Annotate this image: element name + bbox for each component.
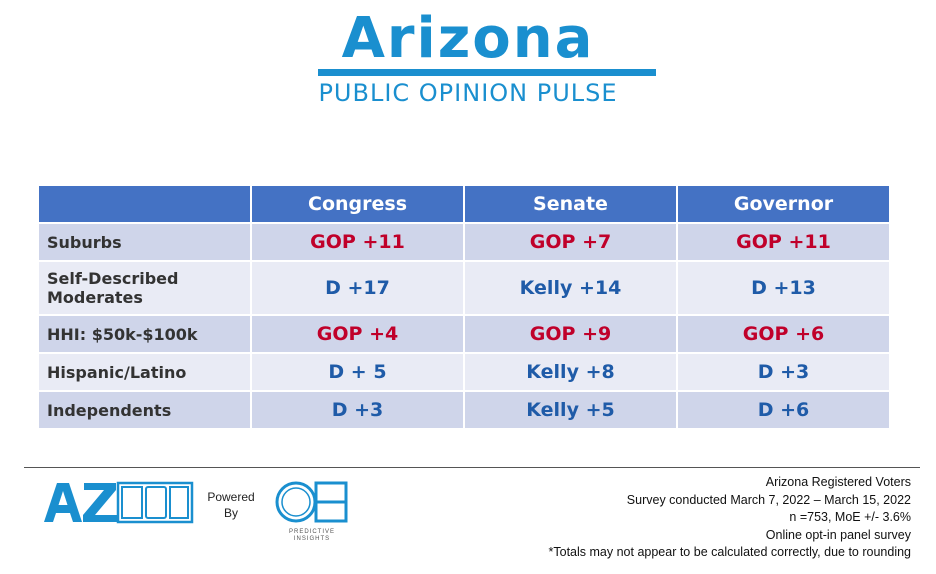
title-underline: [318, 69, 656, 76]
value-cell: GOP +4: [250, 314, 465, 354]
azpop-logo: [44, 481, 194, 524]
header-corner-cell: [37, 184, 252, 224]
column-header-governor: Governor: [676, 184, 891, 224]
note-line: n =753, MoE +/- 3.6%: [789, 510, 911, 524]
powered-by-label: Powered By: [198, 489, 264, 521]
page-subtitle: PUBLIC OPINION PULSE: [318, 79, 618, 107]
footer-divider: [24, 467, 920, 468]
oh-predictive-insights-logo: [275, 481, 348, 523]
table-row: Self-Described Moderates D +17 Kelly +14…: [37, 260, 891, 316]
value-cell: D +6: [676, 390, 891, 430]
column-header-senate: Senate: [463, 184, 678, 224]
value-cell: D + 5: [250, 352, 465, 392]
results-table: Congress Senate Governor Suburbs GOP +11…: [37, 184, 891, 430]
table-row: Suburbs GOP +11 GOP +7 GOP +11: [37, 222, 891, 262]
note-line: *Totals may not appear to be calculated …: [548, 545, 911, 559]
value-cell: D +17: [250, 260, 465, 316]
row-label-hispanic: Hispanic/Latino: [37, 352, 252, 392]
table-row: Hispanic/Latino D + 5 Kelly +8 D +3: [37, 352, 891, 392]
powered-by-line: By: [223, 506, 238, 520]
table-header-row: Congress Senate Governor: [37, 184, 891, 224]
value-cell: D +13: [676, 260, 891, 316]
value-cell: Kelly +5: [463, 390, 678, 430]
oh-caption-line: INSIGHTS: [293, 536, 331, 542]
table-row: Independents D +3 Kelly +5 D +6: [37, 390, 891, 430]
row-label-suburbs: Suburbs: [37, 222, 252, 262]
note-line: Survey conducted March 7, 2022 – March 1…: [626, 492, 911, 507]
value-cell: GOP +7: [463, 222, 678, 262]
page-header: Arizona PUBLIC OPINION PULSE: [0, 0, 936, 110]
value-cell: GOP +9: [463, 314, 678, 354]
row-label-moderates: Self-Described Moderates: [37, 260, 252, 316]
row-label-hhi: HHI: $50k-$100k: [37, 314, 252, 354]
table-row: HHI: $50k-$100k GOP +4 GOP +9 GOP +6: [37, 314, 891, 354]
value-cell: Kelly +8: [463, 352, 678, 392]
page-title: Arizona: [341, 6, 595, 71]
survey-notes: Arizona Registered Voters Survey conduct…: [431, 474, 911, 562]
powered-by-line: Powered: [207, 490, 255, 504]
oh-logo-caption: PREDICTIVE INSIGHTS: [272, 529, 352, 543]
value-cell: D +3: [250, 390, 465, 430]
row-label-line: Self-Described: [47, 269, 179, 288]
value-cell: GOP +11: [250, 222, 465, 262]
value-cell: Kelly +14: [463, 260, 678, 316]
oh-caption-line: PREDICTIVE: [288, 529, 335, 535]
column-header-congress: Congress: [250, 184, 465, 224]
note-line: Online opt-in panel survey: [765, 527, 911, 542]
row-label-independents: Independents: [37, 390, 252, 430]
note-line: Arizona Registered Voters: [765, 475, 911, 489]
value-cell: D +3: [676, 352, 891, 392]
value-cell: GOP +6: [676, 314, 891, 354]
row-label-line: Moderates: [47, 288, 143, 307]
value-cell: GOP +11: [676, 222, 891, 262]
